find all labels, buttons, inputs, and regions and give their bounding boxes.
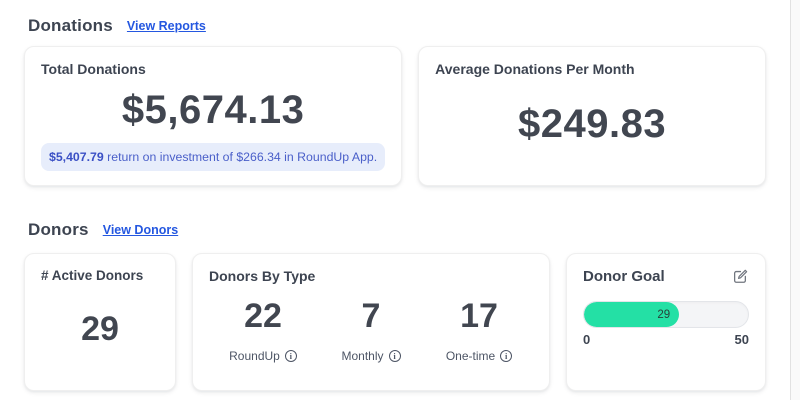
scrollbar-track[interactable] <box>790 0 800 400</box>
edit-icon <box>732 269 749 288</box>
donor-goal-max: 50 <box>734 332 749 347</box>
donations-section-title: Donations <box>28 16 113 35</box>
roi-note-text: return on investment of $266.34 in Round… <box>103 150 378 164</box>
donors-by-type-grid: 22 RoundUp 7 Monthly 17 O <box>209 284 533 376</box>
donations-cards-row: Total Donations $5,674.13 $5,407.79 retu… <box>24 46 766 186</box>
donor-goal-progressbar: 29 <box>583 301 749 328</box>
total-donations-label: Total Donations <box>41 61 146 77</box>
average-donations-card: Average Donations Per Month $249.83 <box>418 46 766 186</box>
info-icon[interactable] <box>500 350 513 362</box>
dashboard: Donations View Reports Total Donations $… <box>0 0 790 391</box>
average-donations-label: Average Donations Per Month <box>435 61 635 77</box>
donor-goal-min: 0 <box>583 332 591 347</box>
info-icon[interactable] <box>284 350 297 362</box>
roundup-label: RoundUp <box>229 349 280 363</box>
active-donors-card: # Active Donors 29 <box>24 253 176 391</box>
total-donations-value: $5,674.13 <box>121 87 305 132</box>
type-col-roundup: 22 RoundUp <box>209 297 317 363</box>
total-donations-value-wrap: $5,674.13 <box>41 77 385 143</box>
view-donors-link[interactable]: View Donors <box>102 223 179 237</box>
roundup-count: 22 <box>244 297 282 335</box>
onetime-count: 17 <box>460 297 498 335</box>
average-donations-value-wrap: $249.83 <box>435 77 749 171</box>
roundup-label-row: RoundUp <box>229 349 297 363</box>
donor-goal-label: Donor Goal <box>583 268 665 285</box>
donors-by-type-card: Donors By Type 22 RoundUp 7 Monthly <box>192 253 550 391</box>
monthly-label: Monthly <box>341 349 384 363</box>
type-col-monthly: 7 Monthly <box>317 297 425 363</box>
roi-note-amount: $5,407.79 <box>49 150 104 164</box>
active-donors-label: # Active Donors <box>41 268 144 283</box>
donors-by-type-label: Donors By Type <box>209 268 316 284</box>
onetime-label-row: One-time <box>445 349 513 363</box>
donor-goal-card: Donor Goal 29 0 50 <box>566 253 766 391</box>
view-reports-link[interactable]: View Reports <box>126 19 206 33</box>
donors-cards-row: # Active Donors 29 Donors By Type 22 Rou… <box>24 253 766 391</box>
edit-goal-button[interactable] <box>732 268 749 285</box>
active-donors-value: 29 <box>81 310 119 348</box>
donor-goal-progress-fill: 29 <box>584 302 680 327</box>
type-col-onetime: 17 One-time <box>425 297 533 363</box>
donations-section-header: Donations View Reports <box>28 16 766 36</box>
roi-note: $5,407.79 return on investment of $266.3… <box>41 143 386 171</box>
monthly-label-row: Monthly <box>341 349 401 363</box>
donor-goal-header: Donor Goal <box>583 268 749 285</box>
donor-goal-current-value: 29 <box>657 308 671 321</box>
donor-goal-scale: 0 50 <box>583 332 749 347</box>
donors-section-header: Donors View Donors <box>28 220 766 240</box>
info-icon[interactable] <box>388 350 401 362</box>
average-donations-value: $249.83 <box>518 101 667 146</box>
monthly-count: 7 <box>361 297 381 335</box>
active-donors-value-wrap: 29 <box>41 283 159 376</box>
donors-section-title: Donors <box>28 220 89 239</box>
onetime-label: One-time <box>445 349 496 363</box>
total-donations-card: Total Donations $5,674.13 $5,407.79 retu… <box>24 46 403 186</box>
